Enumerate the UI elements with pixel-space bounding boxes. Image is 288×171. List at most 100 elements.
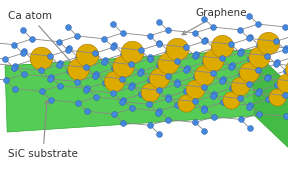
Point	[284, 47, 288, 49]
Point	[238, 85, 243, 88]
Point	[175, 60, 179, 63]
Point	[248, 58, 252, 61]
Point	[211, 94, 215, 97]
Point	[211, 115, 216, 118]
Point	[175, 48, 179, 50]
Point	[175, 81, 180, 84]
Point	[85, 110, 89, 113]
Point	[275, 84, 279, 87]
Point	[21, 50, 26, 53]
Point	[265, 77, 270, 80]
Point	[211, 59, 216, 62]
Point	[67, 47, 71, 50]
Text: Graphene: Graphene	[182, 8, 247, 35]
Point	[165, 74, 170, 77]
Point	[147, 57, 152, 60]
Point	[165, 29, 170, 31]
Point	[229, 43, 233, 45]
Point	[166, 95, 170, 98]
Point	[238, 29, 242, 31]
Point	[57, 40, 61, 43]
Point	[57, 63, 61, 66]
Point	[266, 98, 270, 101]
Point	[75, 35, 79, 37]
Point	[256, 68, 260, 71]
Point	[130, 84, 134, 87]
Point	[193, 88, 197, 90]
Point	[75, 101, 80, 104]
Point	[220, 57, 224, 60]
Point	[148, 78, 153, 81]
Point	[184, 90, 189, 92]
Point	[265, 54, 270, 57]
Point	[66, 49, 71, 52]
Point	[166, 118, 170, 121]
Point	[148, 55, 153, 58]
Point	[30, 38, 34, 40]
Point	[183, 46, 188, 49]
Point	[21, 52, 25, 55]
Point	[166, 50, 171, 52]
Point	[102, 60, 107, 63]
Point	[130, 107, 134, 110]
Point	[175, 104, 180, 107]
Point	[112, 44, 116, 47]
Point	[247, 83, 251, 86]
Point	[147, 34, 152, 37]
Point	[48, 98, 53, 101]
Point	[274, 63, 278, 65]
Point	[166, 62, 170, 65]
Point	[211, 26, 215, 28]
Point	[220, 78, 225, 81]
Point	[139, 70, 143, 73]
Point	[103, 58, 107, 61]
Point	[130, 51, 134, 53]
Point	[157, 76, 161, 79]
Point	[94, 73, 98, 75]
Point	[111, 92, 115, 94]
Point	[75, 68, 80, 71]
Point	[120, 65, 125, 68]
Point	[193, 31, 197, 34]
Point	[202, 73, 206, 76]
Point	[121, 53, 126, 55]
Point	[256, 91, 260, 94]
Point	[139, 93, 143, 95]
Point	[265, 42, 270, 45]
Point	[284, 69, 288, 72]
Point	[85, 87, 89, 90]
Point	[193, 121, 198, 124]
Point	[21, 73, 26, 76]
Point	[102, 37, 107, 40]
Point	[156, 111, 161, 114]
Text: Ca atom: Ca atom	[8, 11, 75, 66]
Point	[201, 109, 206, 111]
Point	[112, 67, 116, 70]
Point	[3, 58, 7, 60]
Point	[202, 61, 207, 64]
Point	[157, 41, 162, 44]
Point	[120, 32, 125, 34]
Point	[220, 101, 225, 104]
Point	[48, 76, 53, 78]
Point	[211, 93, 216, 95]
Point	[229, 66, 233, 68]
Point	[156, 43, 161, 46]
Point	[111, 23, 116, 26]
Point	[165, 97, 170, 100]
Point	[129, 63, 134, 66]
Point	[112, 113, 116, 115]
Point	[274, 96, 279, 99]
Point	[248, 35, 252, 38]
Text: SiC substrate: SiC substrate	[8, 100, 78, 159]
Point	[247, 106, 251, 108]
Point	[192, 54, 197, 57]
Point	[211, 47, 216, 49]
Point	[257, 89, 261, 92]
Point	[76, 56, 80, 58]
Polygon shape	[5, 50, 288, 111]
Point	[39, 90, 44, 93]
Point	[66, 26, 71, 29]
Point	[193, 75, 198, 78]
Point	[247, 127, 252, 129]
